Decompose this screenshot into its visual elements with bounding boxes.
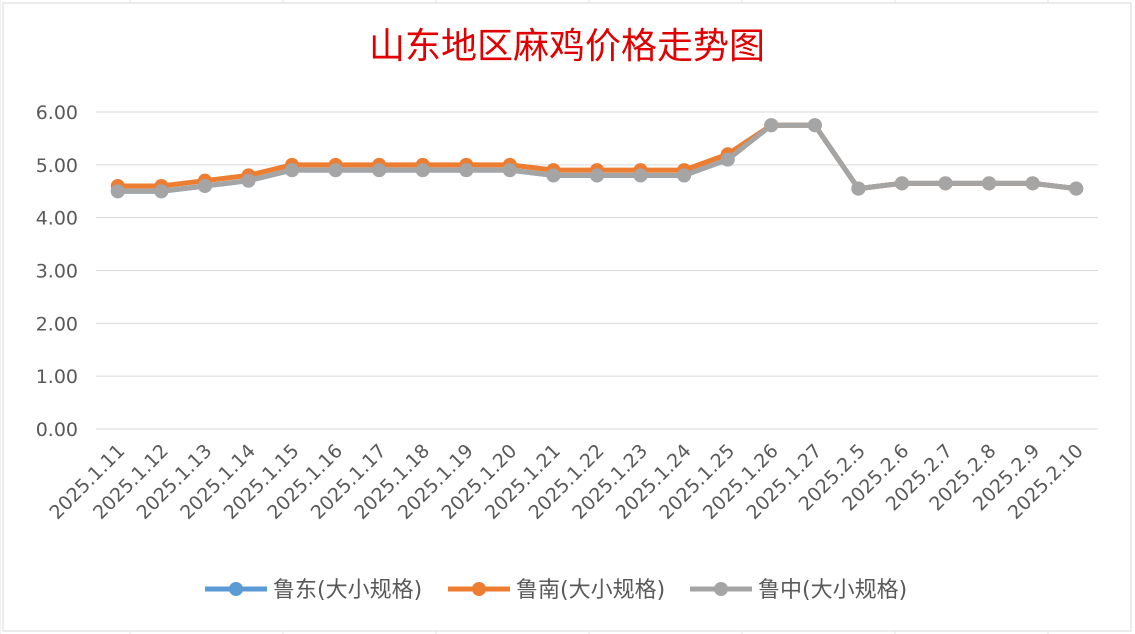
y-tick-label: 6.00 (36, 102, 78, 124)
data-point (807, 118, 822, 133)
data-point (894, 176, 909, 191)
series-lines (110, 118, 1084, 199)
data-point (720, 152, 735, 167)
y-tick-label: 3.00 (36, 261, 78, 283)
y-axis-tick-labels: 0.00 1.00 2.00 3.00 4.00 5.00 6.00 (36, 102, 78, 441)
series-group (110, 118, 1084, 199)
data-point (154, 184, 169, 199)
legend-label: 鲁东(大小规格) (273, 578, 422, 603)
data-point (546, 168, 561, 183)
data-point (285, 163, 300, 178)
data-point (241, 173, 256, 188)
y-tick-label: 1.00 (36, 366, 78, 388)
data-point (1025, 176, 1040, 191)
y-tick-label: 4.00 (36, 208, 78, 230)
data-point (502, 163, 517, 178)
data-point (372, 163, 387, 178)
legend-label: 鲁中(大小规格) (758, 578, 907, 603)
legend-label: 鲁南(大小规格) (516, 578, 665, 603)
y-tick-label: 2.00 (36, 313, 78, 335)
data-point (415, 163, 430, 178)
y-tick-label: 5.00 (36, 155, 78, 177)
data-point (110, 184, 125, 199)
data-point (982, 176, 997, 191)
data-point (328, 163, 343, 178)
y-tick-label: 0.00 (36, 419, 78, 441)
data-point (459, 163, 474, 178)
data-point (197, 178, 212, 193)
data-point (677, 168, 692, 183)
data-point (851, 181, 866, 196)
legend-marker (714, 582, 728, 596)
data-point (633, 168, 648, 183)
data-point (764, 118, 779, 133)
data-point (1069, 181, 1084, 196)
legend: 鲁东(大小规格) 鲁南(大小规格) 鲁中(大小规格) (205, 578, 907, 603)
data-point (938, 176, 953, 191)
data-point (590, 168, 604, 183)
legend-marker (229, 582, 243, 596)
chart-title: 山东地区麻鸡价格走势图 (369, 26, 765, 67)
legend-marker (472, 582, 486, 596)
